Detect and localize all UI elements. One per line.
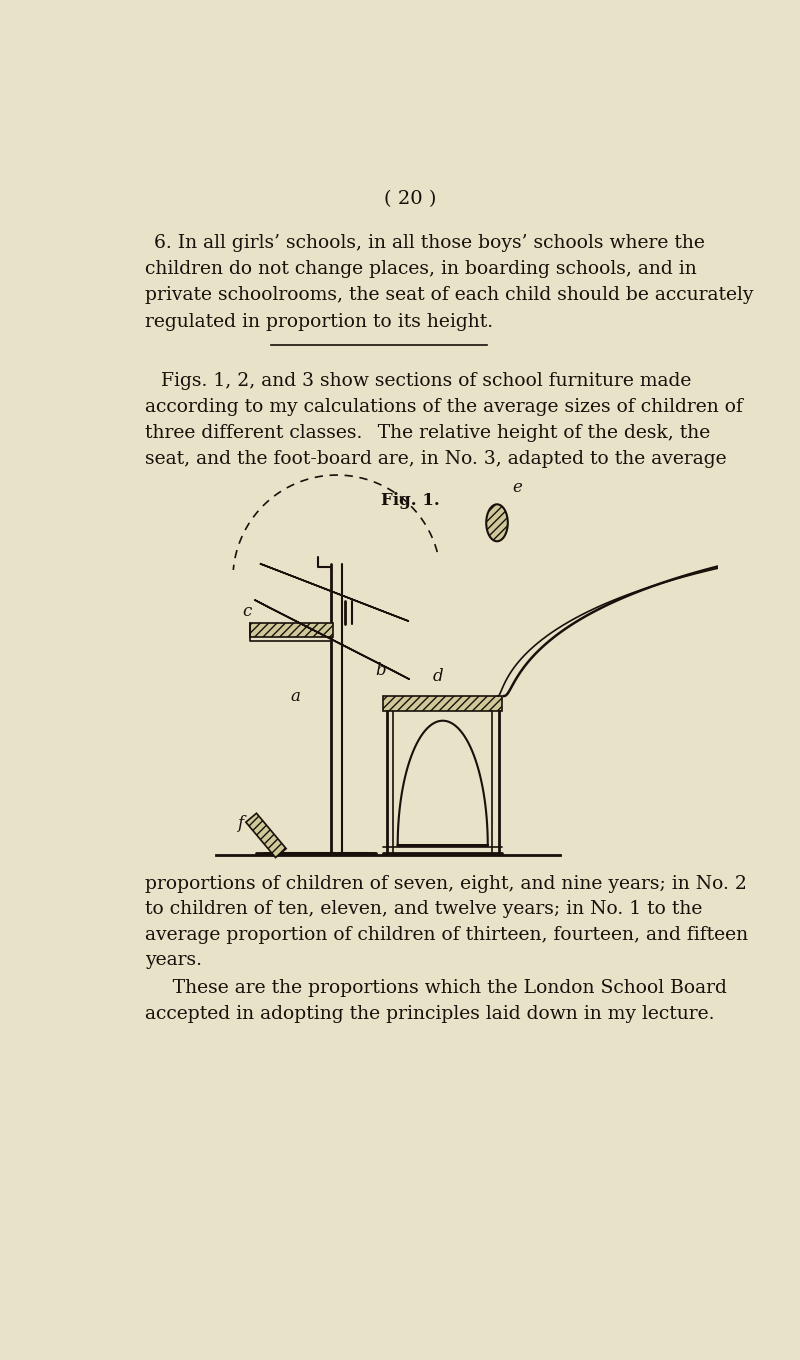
Text: 6. In all girls’ schools, in all those boys’ schools where the: 6. In all girls’ schools, in all those b… xyxy=(154,234,706,252)
Text: accepted in adopting the principles laid down in my lecture.: accepted in adopting the principles laid… xyxy=(145,1005,714,1023)
Text: children do not change places, in boarding schools, and in: children do not change places, in boardi… xyxy=(145,260,697,279)
Ellipse shape xyxy=(486,505,508,541)
Text: proportions of children of seven, eight, and nine years; in No. 2: proportions of children of seven, eight,… xyxy=(145,874,747,892)
Text: seat, and the foot-board are, in No. 3, adapted to the average: seat, and the foot-board are, in No. 3, … xyxy=(145,450,726,468)
Polygon shape xyxy=(250,623,333,636)
Text: ( 20 ): ( 20 ) xyxy=(384,190,436,208)
Text: private schoolrooms, the seat of each child should be accurately: private schoolrooms, the seat of each ch… xyxy=(145,287,754,305)
Text: c: c xyxy=(242,602,251,620)
Text: regulated in proportion to its height.: regulated in proportion to its height. xyxy=(145,313,494,330)
Text: years.: years. xyxy=(145,951,202,968)
Text: d: d xyxy=(433,668,444,685)
Polygon shape xyxy=(246,813,286,858)
Polygon shape xyxy=(254,600,410,680)
Polygon shape xyxy=(383,696,502,711)
Text: three different classes.  The relative height of the desk, the: three different classes. The relative he… xyxy=(145,424,710,442)
Text: to children of ten, eleven, and twelve years; in No. 1 to the: to children of ten, eleven, and twelve y… xyxy=(145,900,702,918)
Polygon shape xyxy=(260,563,409,622)
Text: Figs. 1, 2, and 3 show sections of school furniture made: Figs. 1, 2, and 3 show sections of schoo… xyxy=(161,371,691,390)
Text: These are the proportions which the London School Board: These are the proportions which the Lond… xyxy=(154,979,727,997)
Text: f: f xyxy=(237,816,243,832)
Text: a: a xyxy=(290,688,301,704)
Text: Fig. 1.: Fig. 1. xyxy=(381,492,439,509)
Text: according to my calculations of the average sizes of children of: according to my calculations of the aver… xyxy=(145,398,743,416)
Text: average proportion of children of thirteen, fourteen, and fifteen: average proportion of children of thirte… xyxy=(145,926,748,944)
Text: e: e xyxy=(513,479,522,496)
Text: b: b xyxy=(375,662,386,679)
